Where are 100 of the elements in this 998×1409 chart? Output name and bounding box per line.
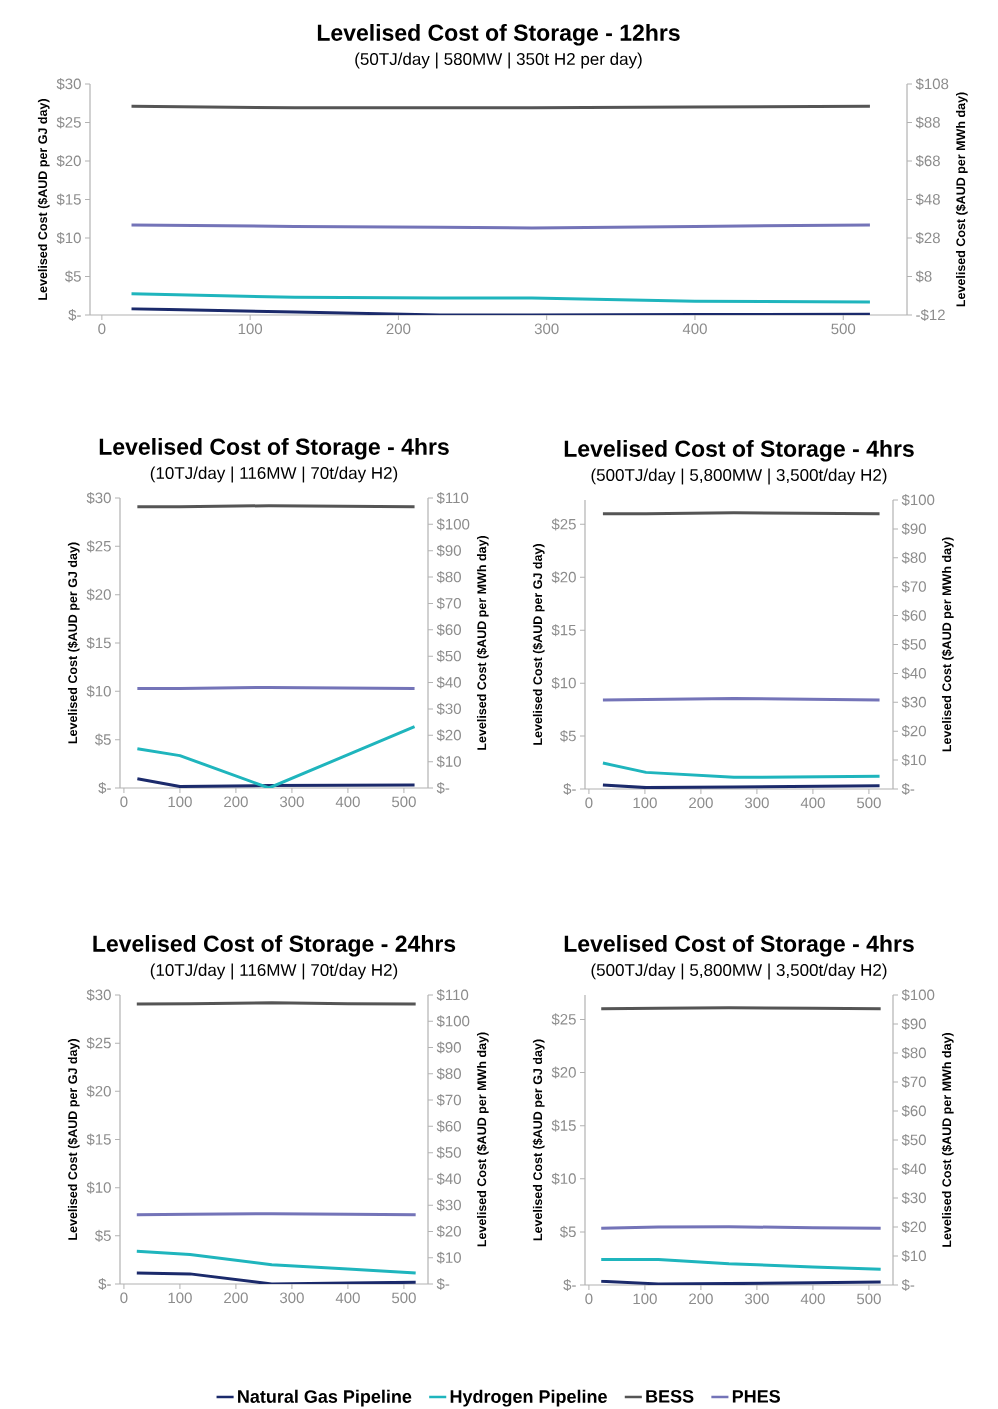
y2-tick-label: $60 xyxy=(436,623,461,636)
y2-tick-label: $90 xyxy=(901,522,926,535)
y-tick-label: $20 xyxy=(551,1066,576,1079)
y-tick-label: $- xyxy=(98,1277,111,1291)
y2-tick-label: $110 xyxy=(436,988,469,1002)
y2-tick-label: $40 xyxy=(436,676,461,689)
y-tick-label: $5 xyxy=(559,729,576,743)
x-tick-label: 200 xyxy=(689,1293,713,1305)
y-tick-label: $10 xyxy=(86,1181,111,1194)
y2-tick-label: $10 xyxy=(436,1251,461,1264)
x-tick-label: 200 xyxy=(386,323,411,335)
y2-tick-label: $28 xyxy=(915,231,940,245)
x-tick-label: 0 xyxy=(98,323,106,335)
y-tick-label: $30 xyxy=(86,988,111,1002)
y2-tick-label: $90 xyxy=(436,544,461,557)
y2-tick-label: $90 xyxy=(901,1017,926,1031)
line-series xyxy=(130,292,872,304)
y2-tick-label: $30 xyxy=(436,702,461,715)
y-tick-label: $10 xyxy=(551,1172,576,1185)
x-tick-label: 200 xyxy=(224,1292,248,1304)
chart-title: Levelised Cost of Storage - 24hrs xyxy=(93,934,456,957)
x-tick-label: 300 xyxy=(534,323,559,335)
y2-axis-title: Levelised Cost ($AUD per MWh day) xyxy=(476,535,489,750)
x-tick-label: 100 xyxy=(168,796,192,808)
x-tick-label: 300 xyxy=(744,1293,769,1305)
y2-tick-label: $30 xyxy=(901,1191,926,1205)
y2-tick-label: $90 xyxy=(436,1041,461,1054)
y2-tick-label: $10 xyxy=(901,754,926,767)
x-tick-label: 400 xyxy=(800,797,825,809)
y2-tick-label: $100 xyxy=(901,988,935,1002)
legend-label: Hydrogen Pipeline xyxy=(450,1389,607,1407)
x-tick-label: 500 xyxy=(392,1292,416,1304)
x-tick-label: 200 xyxy=(689,797,713,809)
y2-tick-label: $100 xyxy=(436,1015,470,1028)
line-series xyxy=(135,1249,418,1275)
y2-tick-label: $- xyxy=(436,1277,450,1291)
y2-tick-label: $70 xyxy=(901,1075,926,1089)
x-tick-label: 400 xyxy=(335,796,360,808)
chart-title: Levelised Cost of Storage - 4hrs xyxy=(564,439,914,462)
y2-tick-label: $50 xyxy=(901,638,926,651)
y-tick-label: $20 xyxy=(56,154,81,168)
y2-tick-label: $80 xyxy=(436,571,461,584)
line-series xyxy=(135,1271,418,1284)
y2-tick-label: $100 xyxy=(436,518,470,531)
x-tick-label: 0 xyxy=(120,796,128,808)
y-axis-title: Levelised Cost ($AUD per GJ day) xyxy=(67,542,80,744)
y2-tick-label: $20 xyxy=(436,1225,461,1238)
y-tick-label: $- xyxy=(563,1278,576,1292)
y-tick-label: $15 xyxy=(86,636,111,650)
y2-tick-label: $40 xyxy=(436,1172,461,1185)
y2-tick-label: $20 xyxy=(901,1220,926,1234)
chart-subtitle: (50TJ/day | 580MW | 350t H2 per day) xyxy=(355,52,642,69)
y2-tick-label: $70 xyxy=(436,1094,461,1107)
y2-axis-title: Levelised Cost ($AUD per MWh day) xyxy=(941,537,954,752)
y2-tick-label: $30 xyxy=(436,1199,461,1212)
y-tick-label: $10 xyxy=(551,677,576,690)
line-series xyxy=(601,761,882,779)
y2-tick-label: $60 xyxy=(436,1120,461,1133)
x-tick-label: 400 xyxy=(682,323,707,335)
x-tick-label: 300 xyxy=(279,1292,304,1304)
line-series xyxy=(599,1258,883,1271)
chart-title: Levelised Cost of Storage - 4hrs xyxy=(564,934,914,957)
y-tick-label: $- xyxy=(563,782,576,796)
y2-tick-label: $8 xyxy=(915,270,932,283)
x-tick-label: 400 xyxy=(800,1293,825,1305)
y2-tick-label: $- xyxy=(436,781,450,795)
x-tick-label: 100 xyxy=(633,797,657,809)
y2-tick-label: $10 xyxy=(901,1249,926,1263)
y-axis-title: Levelised Cost ($AUD per GJ day) xyxy=(532,544,545,745)
y2-tick-label: $40 xyxy=(901,667,926,680)
y-tick-label: $25 xyxy=(86,540,111,553)
line-series xyxy=(130,307,872,315)
y2-tick-label: $110 xyxy=(436,491,469,505)
line-series xyxy=(135,777,417,788)
y-tick-label: $25 xyxy=(56,116,81,129)
y-tick-label: $15 xyxy=(56,193,81,206)
x-tick-label: 100 xyxy=(633,1293,657,1305)
y-tick-label: $15 xyxy=(551,1119,576,1132)
chart-title: Levelised Cost of Storage - 12hrs xyxy=(317,24,680,46)
y2-tick-label: $88 xyxy=(915,116,940,129)
y2-tick-label: $68 xyxy=(915,154,940,168)
x-tick-label: 500 xyxy=(831,323,856,335)
line-series xyxy=(135,725,417,788)
y2-tick-label: -$12 xyxy=(916,308,945,322)
y2-tick-label: $50 xyxy=(436,1146,461,1159)
y-tick-label: $20 xyxy=(86,1085,111,1098)
y2-tick-label: $60 xyxy=(901,1104,926,1118)
y-axis-title: Levelised Cost ($AUD per GJ day) xyxy=(37,99,50,300)
y2-tick-label: $30 xyxy=(901,696,926,709)
chart-subtitle: (500TJ/day | 5,800MW | 3,500t/day H2) xyxy=(591,468,887,485)
y-tick-label: $5 xyxy=(559,1225,576,1238)
y-axis-title: Levelised Cost ($AUD per GJ day) xyxy=(67,1039,80,1240)
x-tick-label: 100 xyxy=(168,1292,192,1304)
y2-axis-title: Levelised Cost ($AUD per MWh day) xyxy=(955,92,968,307)
chart-subtitle: (10TJ/day | 116MW | 70t/day H2) xyxy=(150,466,398,483)
y-tick-label: $20 xyxy=(86,588,111,601)
y-axis-title: Levelised Cost ($AUD per GJ day) xyxy=(532,1039,545,1241)
y2-tick-label: $70 xyxy=(901,580,926,593)
x-tick-label: 300 xyxy=(744,797,769,809)
y-tick-label: $15 xyxy=(86,1133,111,1146)
